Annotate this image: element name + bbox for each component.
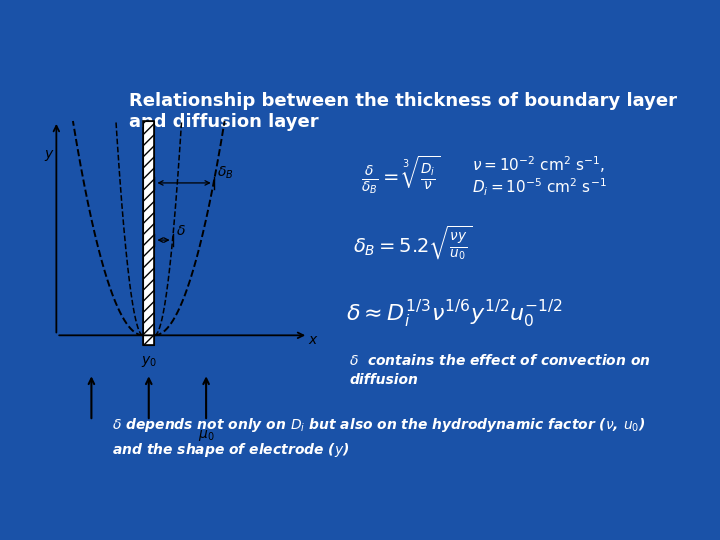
Text: $\frac{\delta}{\delta_B} = \sqrt[3]{\frac{D_i}{\nu}}$: $\frac{\delta}{\delta_B} = \sqrt[3]{\fra… — [361, 154, 441, 196]
Text: $\delta \approx D_i^{1/3}\nu^{1/6}y^{1/2}u_0^{-1/2}$: $\delta \approx D_i^{1/3}\nu^{1/6}y^{1/2… — [346, 298, 562, 330]
Text: diffusion: diffusion — [349, 373, 418, 387]
Text: and diffusion layer: and diffusion layer — [129, 113, 319, 131]
Text: $\delta_B$: $\delta_B$ — [217, 164, 234, 180]
Text: $\delta_B = 5.2\sqrt{\frac{\nu y}{u_0}}$: $\delta_B = 5.2\sqrt{\frac{\nu y}{u_0}}$ — [354, 224, 472, 262]
Text: $\mu_0$: $\mu_0$ — [198, 428, 215, 443]
Text: $D_i = 10^{-5}$ cm$^2$ s$^{-1}$: $D_i = 10^{-5}$ cm$^2$ s$^{-1}$ — [472, 177, 607, 198]
Text: and the shape of electrode ($y$): and the shape of electrode ($y$) — [112, 441, 350, 459]
Text: y: y — [44, 147, 53, 161]
Bar — [143, 121, 155, 345]
Text: Relationship between the thickness of boundary layer: Relationship between the thickness of bo… — [129, 92, 677, 110]
Text: $\nu= 10^{-2}$ cm$^2$ s$^{-1}$,: $\nu= 10^{-2}$ cm$^2$ s$^{-1}$, — [472, 154, 606, 175]
Bar — [143, 121, 155, 345]
Text: $\delta$: $\delta$ — [176, 224, 186, 238]
Text: $y_0$: $y_0$ — [140, 354, 157, 369]
Text: $\delta$ depends not only on $D_i$ but also on the hydrodynamic factor ($\nu$, $: $\delta$ depends not only on $D_i$ but a… — [112, 416, 646, 434]
Text: $\delta$  contains the effect of convection on: $\delta$ contains the effect of convecti… — [349, 353, 652, 368]
Text: x: x — [309, 333, 317, 347]
